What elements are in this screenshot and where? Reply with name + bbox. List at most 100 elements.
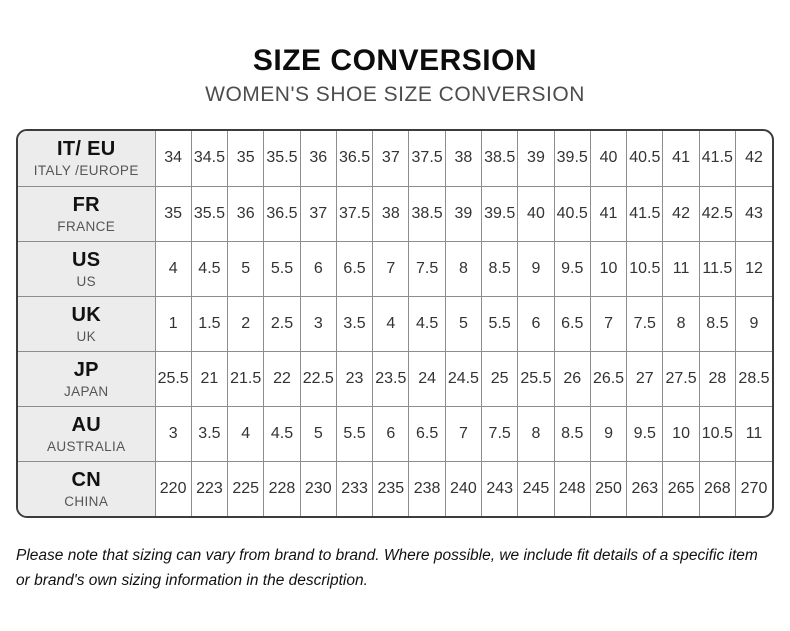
size-cell: 3	[300, 296, 337, 352]
row-region-label: AUSTRALIA	[46, 438, 126, 454]
size-cell: 8	[517, 406, 555, 462]
size-cell: 35	[227, 131, 265, 187]
size-cell: 36.5	[263, 186, 301, 242]
size-cell: 223	[191, 461, 229, 516]
row-code-label: JP	[73, 358, 99, 381]
size-cell: 35	[155, 186, 192, 242]
size-cell: 40	[517, 186, 555, 242]
size-cell: 220	[155, 461, 192, 516]
size-cell: 245	[517, 461, 555, 516]
size-cell: 8	[445, 241, 483, 297]
size-cell: 7	[445, 406, 483, 462]
row-header-us: US US	[18, 241, 156, 297]
size-cell: 5.5	[336, 406, 374, 462]
size-cell: 3	[155, 406, 192, 462]
size-cell: 8	[662, 296, 700, 352]
size-cell: 40	[590, 131, 628, 187]
size-cell: 34	[155, 131, 192, 187]
page-title: SIZE CONVERSION	[252, 44, 538, 77]
size-conversion-table-grid: IT/ EU ITALY /EUROPE 34 34.5 35 35.5 36 36.5 37 3…	[18, 131, 772, 516]
size-cell: 6.5	[554, 296, 591, 352]
row-header-iteu: IT/ EU ITALY /EUROPE	[18, 131, 156, 187]
size-cell: 27.5	[662, 351, 700, 407]
table-row: FR FRANCE 35 35.5 36 36.5 37 37.5 38 38.5 39 39.5 40…	[18, 186, 772, 242]
size-cell: 11.5	[699, 241, 737, 297]
size-cell: 4	[227, 406, 265, 462]
size-cell: 25.5	[517, 351, 555, 407]
size-conversion-table: IT/ EU ITALY /EUROPE 34 34.5 35 35.5 36 36.5 37 3…	[16, 129, 774, 518]
row-region-label: FRANCE	[57, 218, 116, 234]
row-header-fr: FR FRANCE	[18, 186, 156, 242]
row-region-label: ITALY /EUROPE	[33, 163, 139, 179]
size-cell: 40.5	[626, 131, 664, 187]
size-cell: 250	[590, 461, 628, 516]
row-code-label: UK	[71, 303, 101, 326]
size-cell: 4.5	[263, 406, 301, 462]
size-cell: 42	[662, 186, 700, 242]
size-cell: 5.5	[481, 296, 519, 352]
size-cell: 235	[372, 461, 410, 516]
size-cell: 24.5	[445, 351, 483, 407]
size-cell: 233	[336, 461, 374, 516]
row-region-label: UK	[76, 328, 97, 344]
size-cell: 43	[735, 186, 772, 242]
size-cell: 37	[372, 131, 410, 187]
size-cell: 6.5	[336, 241, 374, 297]
row-region-label: JAPAN	[63, 383, 109, 399]
size-cell: 230	[300, 461, 337, 516]
size-cell: 248	[554, 461, 591, 516]
size-cell: 5	[227, 241, 265, 297]
size-cell: 35.5	[191, 186, 229, 242]
page-subtitle: WOMEN'S SHOE SIZE CONVERSION	[205, 83, 585, 106]
size-cell: 3.5	[191, 406, 229, 462]
size-cell: 38	[372, 186, 410, 242]
size-cell: 27	[626, 351, 664, 407]
row-code-label: CN	[71, 468, 101, 491]
row-code-label: US	[72, 248, 101, 271]
size-cell: 270	[740, 479, 768, 497]
size-cell: 36	[300, 131, 337, 187]
size-cell: 11	[735, 406, 772, 462]
size-cell: 8.5	[554, 406, 591, 462]
row-code-label: IT/ EU	[57, 138, 116, 161]
size-cell: 4.5	[408, 296, 446, 352]
size-cell: 263	[626, 461, 664, 516]
size-cell: 10.5	[699, 406, 737, 462]
size-cell: 1	[155, 296, 192, 352]
size-cell: 34.5	[191, 131, 229, 187]
size-cell: 36	[227, 186, 265, 242]
size-cell: 8.5	[699, 296, 737, 352]
size-cell: 7.5	[626, 296, 664, 352]
size-cell: 243	[481, 461, 519, 516]
size-cell: 39	[445, 186, 483, 242]
size-cell: 240	[445, 461, 483, 516]
row-region-label: US	[76, 273, 97, 289]
size-cell: 22	[263, 351, 301, 407]
size-cell: 4	[155, 241, 192, 297]
size-cell: 28.5	[735, 351, 772, 407]
size-cell: 25	[481, 351, 519, 407]
size-cell: 5.5	[263, 241, 301, 297]
size-cell: 25.5	[155, 351, 192, 407]
size-cell: 8.5	[481, 241, 519, 297]
size-chart-page: SIZE CONVERSION WOMEN'S SHOE SIZE CONVER…	[0, 44, 790, 594]
size-cell: 42	[735, 131, 772, 187]
size-cell: 38	[445, 131, 483, 187]
size-cell: 39	[517, 131, 555, 187]
size-cell: 10.5	[626, 241, 664, 297]
size-cell: 26.5	[590, 351, 628, 407]
size-cell: 6	[300, 241, 337, 297]
row-code-label: FR	[72, 193, 100, 216]
size-cell: 22.5	[300, 351, 337, 407]
size-cell: 24	[408, 351, 446, 407]
table-row: UK UK 1 1.5 2 2.5 3 3.5 4 4.5 5 5.5 6 6.5 7 7.5 8 8.5 9	[18, 296, 772, 352]
size-cell: 37.5	[408, 131, 446, 187]
size-cell: 6.5	[408, 406, 446, 462]
size-cell: 38.5	[408, 186, 446, 242]
size-cell: 41.5	[699, 131, 737, 187]
row-header-au: AU AUSTRALIA	[18, 406, 156, 462]
row-code-label: AU	[71, 413, 101, 436]
size-cell: 28	[699, 351, 737, 407]
table-row: US US 4 4.5 5 5.5 6 6.5 7 7.5 8 8.5 9 9.5 10 10.5 11 11.5…	[18, 241, 772, 297]
size-cell: 9.5	[554, 241, 591, 297]
